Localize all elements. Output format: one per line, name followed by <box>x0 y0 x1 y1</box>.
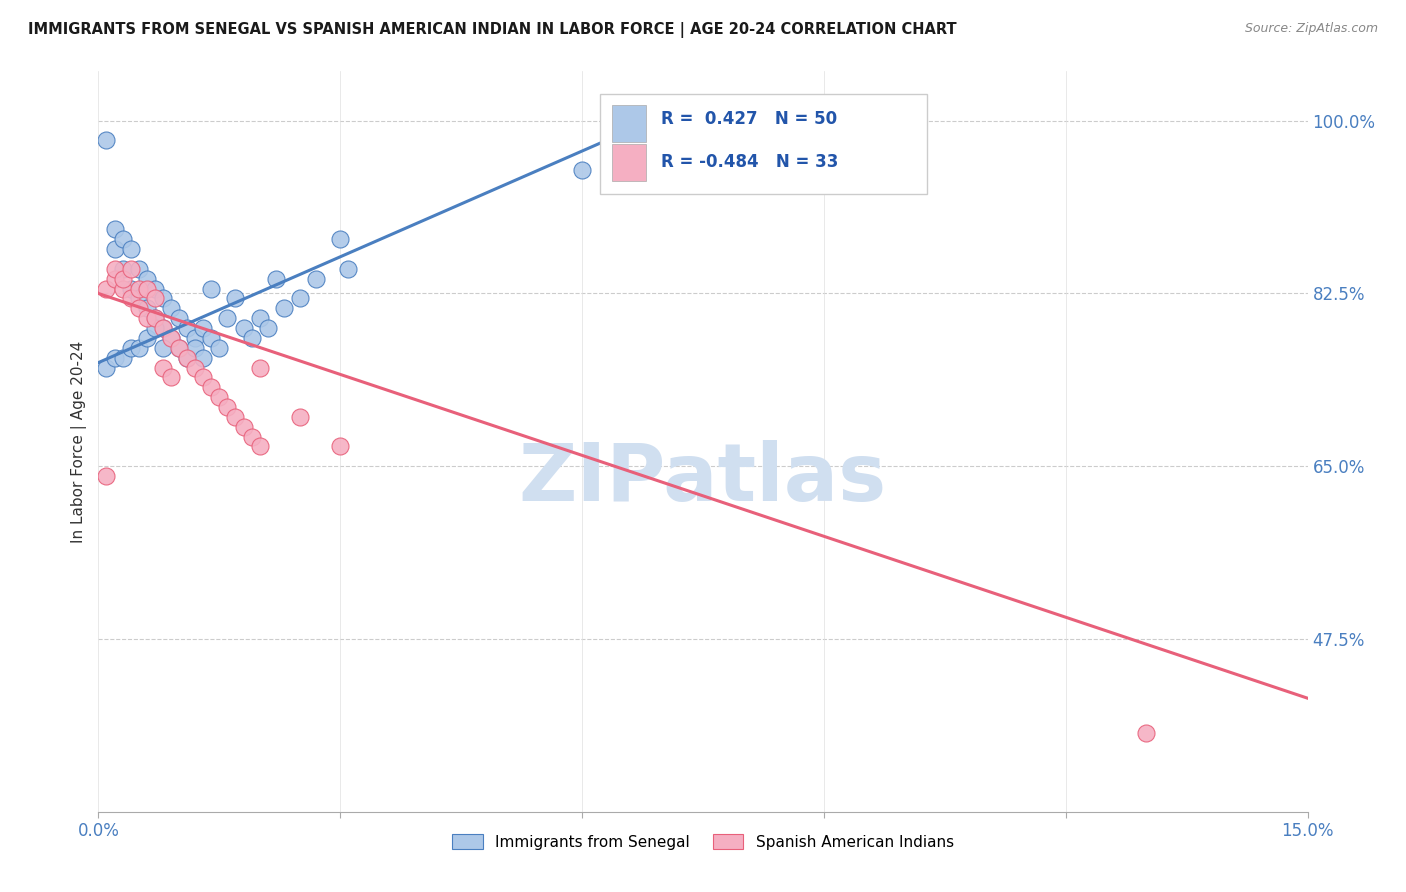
Text: ZIPatlas: ZIPatlas <box>519 440 887 517</box>
Point <box>571 163 593 178</box>
Point <box>111 351 134 365</box>
Point <box>152 360 174 375</box>
Point <box>135 271 157 285</box>
Point <box>273 301 295 316</box>
Point <box>96 360 118 375</box>
Point <box>120 281 142 295</box>
Text: R =  0.427   N = 50: R = 0.427 N = 50 <box>661 111 837 128</box>
Point <box>208 341 231 355</box>
Text: IMMIGRANTS FROM SENEGAL VS SPANISH AMERICAN INDIAN IN LABOR FORCE | AGE 20-24 CO: IMMIGRANTS FROM SENEGAL VS SPANISH AMERI… <box>28 22 956 38</box>
Point <box>128 341 150 355</box>
Point <box>103 351 125 365</box>
Point <box>305 271 328 285</box>
Point <box>96 281 118 295</box>
Point <box>128 292 150 306</box>
Point <box>249 440 271 454</box>
Text: Source: ZipAtlas.com: Source: ZipAtlas.com <box>1244 22 1378 36</box>
Point <box>120 292 142 306</box>
Text: R = -0.484   N = 33: R = -0.484 N = 33 <box>661 153 838 171</box>
Point <box>143 311 166 326</box>
Point <box>184 341 207 355</box>
Point <box>651 144 673 158</box>
Point <box>143 281 166 295</box>
Point <box>329 232 352 246</box>
Point <box>193 351 215 365</box>
Point <box>264 271 287 285</box>
Point <box>232 419 254 434</box>
Point <box>200 380 222 394</box>
Point <box>176 351 198 365</box>
Point <box>1135 725 1157 739</box>
Point <box>329 440 352 454</box>
FancyBboxPatch shape <box>613 144 647 181</box>
Point <box>337 261 360 276</box>
Point <box>111 281 134 295</box>
Point <box>240 429 263 443</box>
Point <box>96 133 118 147</box>
Point <box>193 321 215 335</box>
Point <box>135 281 157 295</box>
Point <box>224 409 246 424</box>
Point <box>128 281 150 295</box>
Point <box>120 242 142 256</box>
Point <box>193 370 215 384</box>
Point <box>200 281 222 295</box>
Point <box>135 331 157 345</box>
Point <box>240 331 263 345</box>
Point <box>167 341 190 355</box>
Point <box>200 331 222 345</box>
Point <box>184 360 207 375</box>
Point <box>224 292 246 306</box>
Point <box>217 311 239 326</box>
Point <box>103 261 125 276</box>
FancyBboxPatch shape <box>613 104 647 142</box>
Legend: Immigrants from Senegal, Spanish American Indians: Immigrants from Senegal, Spanish America… <box>446 828 960 856</box>
Point <box>143 292 166 306</box>
Point <box>103 242 125 256</box>
Point <box>111 261 134 276</box>
Point <box>120 261 142 276</box>
Point <box>152 321 174 335</box>
Point <box>103 271 125 285</box>
Point <box>160 331 183 345</box>
Point <box>152 292 174 306</box>
Point <box>135 311 157 326</box>
Point <box>111 232 134 246</box>
Point <box>152 341 174 355</box>
Point <box>232 321 254 335</box>
Point <box>208 390 231 404</box>
Point <box>256 321 278 335</box>
Point <box>160 301 183 316</box>
Point <box>176 321 198 335</box>
Point <box>249 360 271 375</box>
Point <box>160 331 183 345</box>
Point <box>217 400 239 414</box>
FancyBboxPatch shape <box>600 94 927 194</box>
Y-axis label: In Labor Force | Age 20-24: In Labor Force | Age 20-24 <box>72 341 87 542</box>
Point <box>167 341 190 355</box>
Point <box>128 301 150 316</box>
Point <box>184 331 207 345</box>
Point <box>96 469 118 483</box>
Point <box>143 311 166 326</box>
Point <box>152 321 174 335</box>
Point <box>135 301 157 316</box>
Point <box>111 271 134 285</box>
Point <box>167 311 190 326</box>
Point <box>120 341 142 355</box>
Point <box>288 409 311 424</box>
Point <box>249 311 271 326</box>
Point <box>288 292 311 306</box>
Point <box>103 222 125 236</box>
Point <box>176 351 198 365</box>
Point <box>143 321 166 335</box>
Point <box>160 370 183 384</box>
Point <box>128 261 150 276</box>
